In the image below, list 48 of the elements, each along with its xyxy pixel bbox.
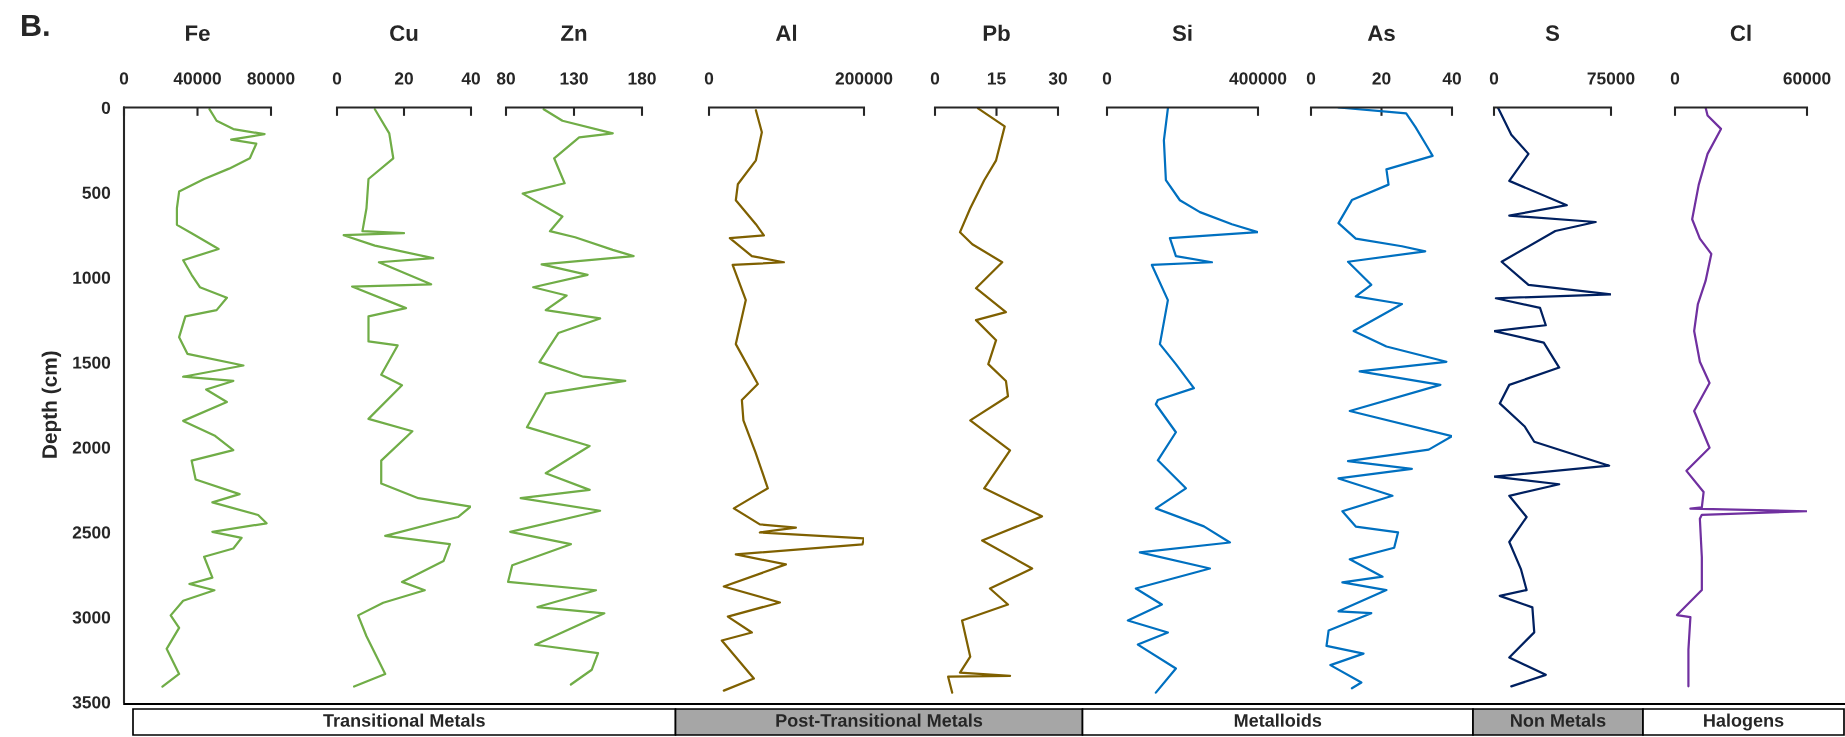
x-tick-label: 200000 [835, 72, 893, 85]
x-tick-label: 0 [1489, 72, 1499, 85]
line-series [161, 108, 268, 688]
chart-title: Al [775, 24, 797, 41]
text: Non Metals [1511, 713, 1606, 727]
chart-title: Cu [390, 25, 418, 42]
text: Metalloids [1234, 713, 1322, 727]
x-tick-label: 40000 [173, 72, 221, 85]
y-tick-label: 1500 [73, 356, 111, 369]
text: Post-Transitional Metals [776, 713, 983, 727]
x-tick-label: 0 [704, 72, 714, 85]
x-tick-label: 40 [1442, 72, 1461, 85]
x-tick-label: 0 [1306, 72, 1316, 85]
chart-title: Fe [186, 25, 210, 42]
x-tick-label: 0 [1102, 72, 1112, 85]
text: B. [22, 14, 49, 36]
x-tick-label: 15 [987, 72, 1006, 85]
x-tick-label: 60000 [1783, 72, 1831, 85]
x-tick-label: 40 [461, 72, 480, 85]
y-tick-label: 1000 [73, 271, 111, 284]
chart-title: As [1367, 25, 1395, 42]
x-tick-label: 400000 [1229, 72, 1287, 85]
text: Transitional Metals [323, 713, 485, 727]
chart-title: S [1545, 25, 1560, 42]
y-tick-label: 3000 [72, 611, 111, 624]
chart-title: Cl [1730, 24, 1751, 42]
y-tick-label: 2500 [72, 526, 111, 539]
chart-title: Si [1172, 24, 1192, 42]
x-tick-label: 0 [119, 72, 129, 85]
x-tick-label: 20 [1372, 72, 1391, 85]
x-tick-label: 180 [628, 72, 656, 85]
x-tick-label: 0 [332, 72, 342, 85]
chart-title: Zn [561, 25, 587, 41]
y-tick-label: 2000 [72, 441, 111, 454]
x-tick-label: 0 [930, 72, 940, 85]
x-tick-label: 80 [496, 72, 515, 85]
x-tick-label: 30 [1048, 72, 1067, 85]
x-tick-label: 130 [560, 72, 588, 85]
text: Halogens [1704, 713, 1784, 731]
chart-title: Pb [983, 24, 1010, 42]
y-axis-title: Depth (cm) [41, 351, 62, 458]
x-tick-label: 75000 [1587, 72, 1635, 85]
x-tick-label: 80000 [247, 72, 295, 85]
y-tick-label: 0 [101, 101, 111, 114]
y-tick-label: 3500 [72, 696, 111, 709]
x-tick-label: 0 [1670, 72, 1680, 85]
x-tick-label: 20 [394, 72, 413, 85]
y-tick-label: 500 [82, 186, 111, 199]
